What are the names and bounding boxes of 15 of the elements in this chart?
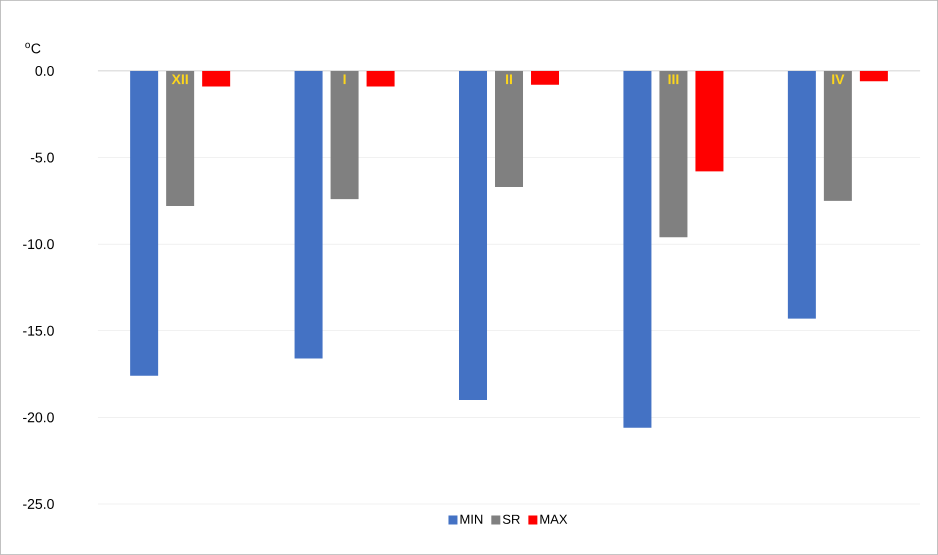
y-tick-label: 0.0 [35,66,54,76]
y-axis-title: $^{o}$C [25,42,40,54]
x-tick-label: XII [172,74,188,84]
y-tick-label: -20.0 [23,412,54,422]
x-tick-label: IV [832,74,844,84]
legend-label: SR [502,514,520,524]
y-tick-label: -15.0 [23,326,54,336]
x-tick-label: I [344,74,346,84]
y-tick-label: -10.0 [23,239,54,250]
x-tick-label: III [668,74,678,84]
legend-label: MIN [460,514,482,524]
legend-label: MAX [540,514,568,524]
x-tick-label: II [506,74,512,84]
y-tick-label: -25.0 [23,499,54,510]
y-tick-label: -5.0 [30,152,54,163]
